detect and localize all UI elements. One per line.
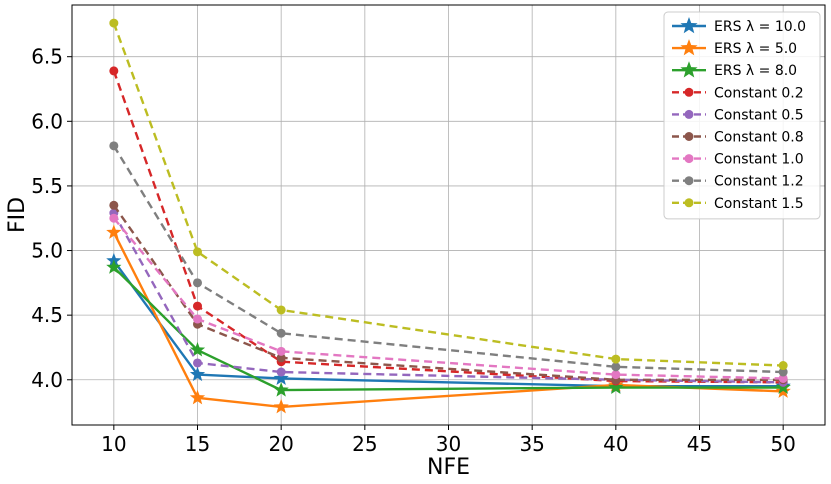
- circle-marker: [193, 278, 202, 288]
- circle-marker: [684, 154, 694, 164]
- circle-marker: [276, 328, 286, 338]
- star-marker: [106, 224, 122, 239]
- circle-marker: [193, 247, 202, 257]
- legend: ERS λ = 10.0 ERS λ = 5.0 ERS λ = 8.0 Consta…: [663, 11, 821, 220]
- legend-item: Constant 0.5: [672, 107, 804, 123]
- legend-label: Constant 0.2: [714, 85, 804, 101]
- star-marker: [189, 389, 206, 405]
- y-tick-label: 4.5: [31, 303, 63, 327]
- star-marker: [680, 39, 698, 56]
- series-line: [112, 70, 784, 384]
- series-constant-1-5: [109, 18, 788, 371]
- star-marker: [608, 379, 624, 394]
- circle-marker: [193, 358, 202, 368]
- star-marker: [189, 342, 206, 357]
- circle-marker: [276, 353, 286, 363]
- circle-marker: [193, 301, 202, 311]
- x-tick-label: 10: [101, 432, 126, 456]
- x-tick-label: 50: [770, 432, 795, 456]
- y-tick-label: 4.0: [31, 368, 63, 392]
- series-constant-1-0: [109, 213, 788, 383]
- legend-label: ERS λ = 8.0: [714, 63, 797, 79]
- circle-marker: [684, 198, 694, 208]
- x-tick-label: 45: [687, 432, 712, 456]
- circle-marker: [276, 305, 286, 315]
- circle-marker: [778, 361, 788, 371]
- y-tick-label: 5.5: [31, 174, 63, 198]
- star-marker: [680, 17, 698, 34]
- circle-marker: [193, 314, 202, 324]
- legend-item: ERS λ = 10.0: [672, 17, 806, 35]
- legend-label: ERS λ = 10.0: [714, 19, 806, 35]
- star-marker: [273, 398, 289, 414]
- legend-label: Constant 1.0: [714, 152, 804, 168]
- x-tick-label: 15: [185, 432, 210, 456]
- circle-marker: [778, 367, 788, 377]
- circle-marker: [684, 176, 694, 186]
- legend-box: [663, 11, 821, 220]
- circle-marker: [109, 18, 119, 28]
- y-tick-label: 5.0: [31, 239, 63, 263]
- legend-label: Constant 1.2: [714, 174, 804, 190]
- series-line: [112, 145, 784, 374]
- circle-marker: [109, 66, 119, 76]
- star-marker: [680, 61, 698, 78]
- circle-marker: [684, 109, 694, 119]
- circle-marker: [611, 354, 621, 364]
- circle-marker: [684, 87, 694, 97]
- circle-marker: [109, 141, 119, 151]
- legend-item: Constant 0.8: [672, 130, 804, 146]
- star-marker: [189, 366, 206, 382]
- legend-item: Constant 1.5: [672, 196, 804, 212]
- x-tick-label: 25: [352, 432, 377, 456]
- circle-marker: [276, 367, 286, 377]
- series-layer: [106, 18, 791, 414]
- x-tick-label: 30: [436, 432, 461, 456]
- y-tick-label: 6.5: [31, 45, 63, 69]
- legend-label: Constant 0.8: [714, 130, 804, 146]
- legend-item: ERS λ = 5.0: [672, 39, 797, 57]
- star-marker: [273, 382, 289, 397]
- x-tick-label: 20: [268, 432, 293, 456]
- x-axis-label: NFE: [427, 455, 470, 480]
- circle-marker: [684, 132, 694, 141]
- circle-marker: [276, 346, 286, 356]
- legend-label: ERS λ = 5.0: [714, 41, 797, 57]
- circle-marker: [109, 200, 119, 210]
- legend-item: Constant 0.2: [672, 85, 804, 101]
- series-line: [112, 217, 784, 380]
- x-tick-label: 35: [519, 432, 544, 456]
- ticks: 10 15 20 25 30 35 40 45 50 4.0 4.5 5.0 5.5 6.0 6.5: [31, 45, 796, 456]
- series-constant-1-2: [109, 141, 788, 377]
- legend-label: Constant 1.5: [714, 196, 804, 212]
- star-marker: [273, 370, 289, 385]
- circle-marker: [778, 373, 788, 383]
- legend-item: Constant 1.2: [672, 174, 804, 190]
- y-tick-label: 6.0: [31, 109, 63, 133]
- legend-item: Constant 1.0: [672, 152, 804, 168]
- circle-marker: [611, 370, 621, 380]
- legend-label: Constant 0.5: [714, 107, 804, 123]
- circle-marker: [109, 213, 119, 223]
- star-marker: [106, 259, 122, 274]
- x-tick-label: 40: [603, 432, 628, 456]
- legend-item: ERS λ = 8.0: [672, 61, 797, 79]
- y-axis-label: FID: [5, 197, 30, 233]
- circle-marker: [611, 362, 621, 372]
